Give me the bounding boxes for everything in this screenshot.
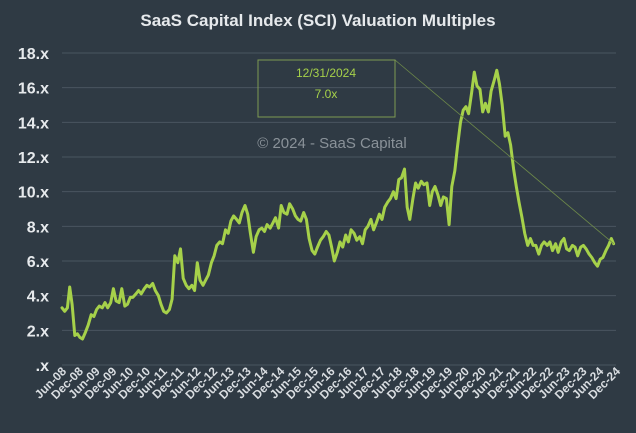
annotation-value: 7.0x (315, 87, 338, 101)
series-layer (60, 68, 616, 341)
y-tick-label: 12.x (18, 150, 49, 167)
y-tick-label: 4.x (27, 289, 49, 306)
y-tick-label: .x (36, 358, 49, 375)
y-tick-label: 10.x (18, 185, 49, 202)
y-tick-label: 8.x (27, 219, 49, 236)
chart-title: SaaS Capital Index (SCI) Valuation Multi… (140, 11, 495, 30)
annotation-callout: 12/31/2024 7.0x (257, 59, 614, 244)
y-tick-label: 2.x (27, 323, 49, 340)
y-tick-label: 6.x (27, 254, 49, 271)
watermark: © 2024 - SaaS Capital (257, 135, 406, 152)
gridlines (62, 52, 616, 366)
annotation-box (257, 59, 396, 118)
y-axis: .x 2.x 4.x 6.x 8.x 10.x 12.x 14.x 16.x 18.x (18, 46, 49, 375)
annotation-leader-line (394, 59, 614, 244)
series-line (60, 68, 616, 341)
y-tick-label: 16.x (18, 81, 49, 98)
annotation-date: 12/31/2024 (296, 66, 356, 80)
y-tick-label: 14.x (18, 115, 49, 132)
x-axis: Jun-08Dec-08Jun-09Dec-09Jun-10Dec-10Jun-… (32, 364, 623, 402)
y-tick-label: 18.x (18, 46, 49, 63)
